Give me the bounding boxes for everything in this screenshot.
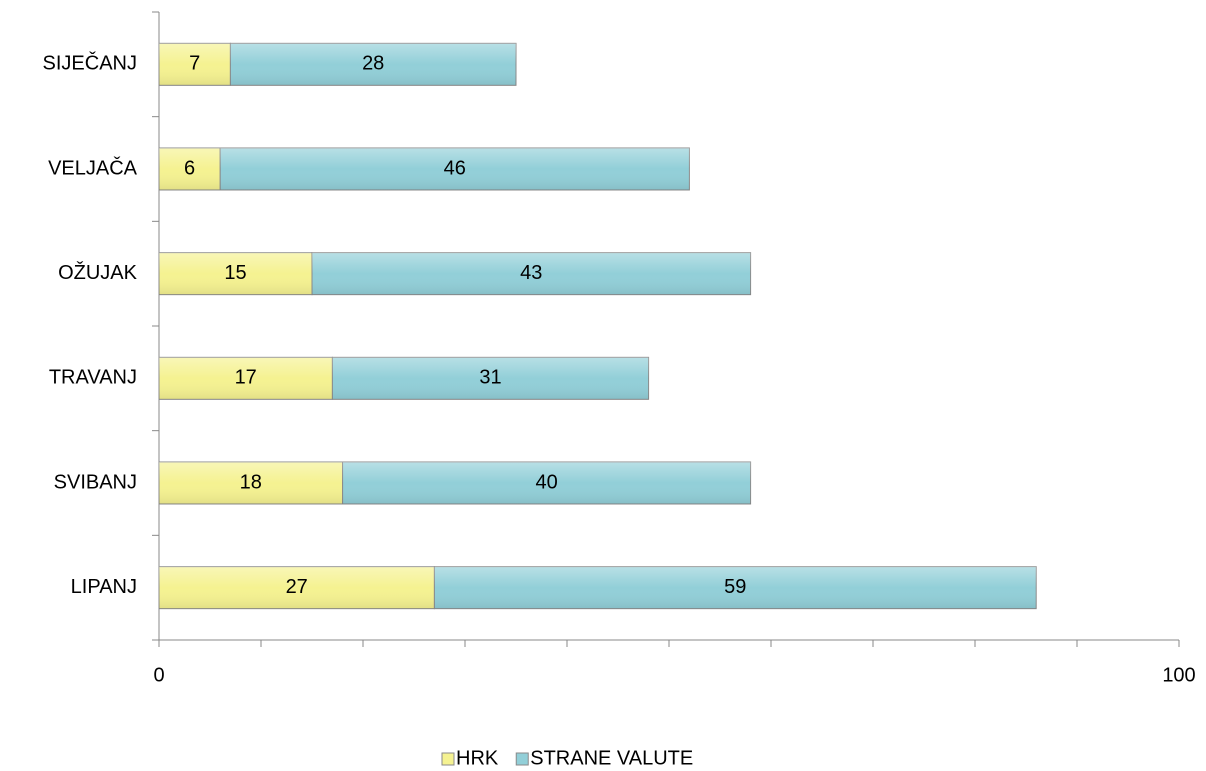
data-label: 15	[224, 262, 246, 284]
data-label: 7	[189, 53, 200, 75]
bar-shade	[159, 43, 231, 86]
data-label: 18	[240, 471, 262, 493]
legend-label: STRANE VALUTE	[530, 747, 693, 769]
y-tick-label: SVIBANJ	[54, 471, 137, 493]
bar-shade	[312, 252, 751, 295]
bar-shade	[159, 357, 333, 400]
bar-shade	[220, 148, 690, 190]
bar-shade	[230, 43, 516, 86]
data-label: 59	[724, 576, 746, 598]
bar-shade	[159, 462, 343, 504]
bar-shade	[434, 566, 1037, 609]
data-label: 40	[535, 471, 557, 493]
data-label: 43	[520, 262, 542, 284]
legend-label: HRK	[456, 747, 499, 769]
bar-shade	[159, 566, 435, 609]
legend-swatch	[515, 752, 529, 766]
y-tick-label: TRAVANJ	[49, 367, 137, 389]
bar-shade	[332, 357, 649, 400]
data-label: 27	[286, 576, 308, 598]
x-tick-label: 100	[1162, 664, 1195, 686]
data-label: 46	[444, 157, 466, 179]
x-tick-label: 0	[153, 664, 164, 686]
y-tick-label: SIJEČANJ	[43, 52, 137, 75]
y-tick-label: OŽUJAK	[58, 261, 138, 284]
bar-shade	[159, 148, 221, 190]
data-label: 17	[235, 367, 257, 389]
bar-shade	[342, 462, 751, 504]
y-tick-label: VELJAČA	[48, 156, 138, 179]
data-label: 6	[184, 157, 195, 179]
bar-shade	[159, 252, 312, 295]
y-tick-label: LIPANJ	[71, 576, 137, 598]
legend-swatch	[441, 752, 455, 766]
data-label: 31	[479, 367, 501, 389]
data-label: 28	[362, 53, 384, 75]
